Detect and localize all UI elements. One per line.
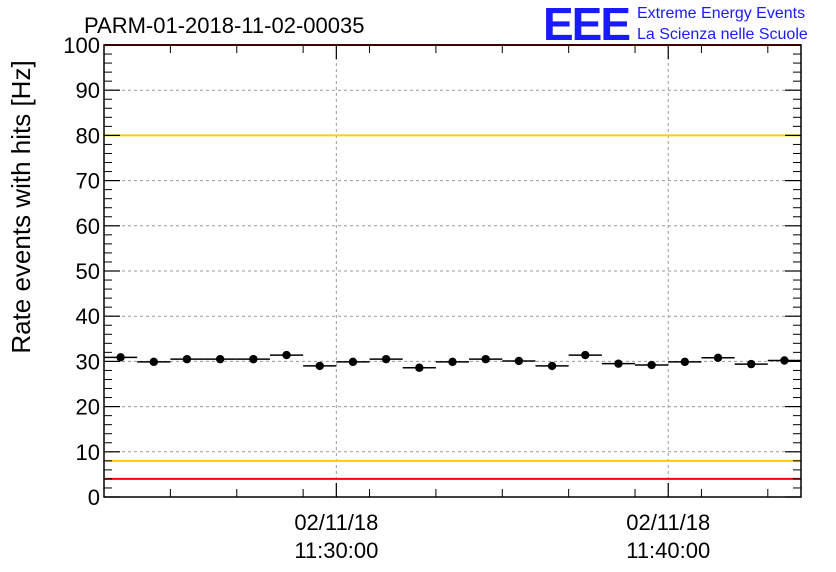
data-point <box>647 360 656 370</box>
data-point <box>149 357 158 367</box>
data-point <box>348 357 358 367</box>
data-point <box>215 354 225 364</box>
y-tick-label: 100 <box>63 33 100 58</box>
y-tick-label: 30 <box>76 349 100 374</box>
x-tick-date-label: 02/11/18 <box>294 510 378 535</box>
y-tick-label: 80 <box>76 123 100 148</box>
x-tick-date-label: 02/11/18 <box>626 510 710 535</box>
data-point <box>713 353 723 362</box>
data-point <box>680 357 690 367</box>
logo-line-2: La Scienza nelle Scuole <box>637 26 808 43</box>
data-point <box>747 359 756 369</box>
y-tick-label: 70 <box>76 169 100 194</box>
data-point <box>415 363 424 372</box>
x-tick-time-label: 11:30:00 <box>294 538 378 563</box>
data-point <box>481 354 490 364</box>
y-tick-label: 50 <box>76 259 100 284</box>
y-tick-label: 20 <box>76 395 100 420</box>
data-point <box>780 356 789 365</box>
data-point <box>614 359 623 368</box>
data-point <box>315 361 324 371</box>
threshold-lines <box>104 44 801 480</box>
grid <box>104 45 801 497</box>
y-tick-label: 90 <box>76 78 100 103</box>
data-point <box>182 354 192 364</box>
data-series <box>104 350 801 372</box>
eee-logo-mark: EEE <box>543 0 629 50</box>
eee-logo: EEE Extreme Energy Events La Scienza nel… <box>543 0 808 50</box>
y-tick-label: 40 <box>76 304 100 329</box>
chart-title: PARM-01-2018-11-02-00035 <box>84 13 364 38</box>
data-point <box>249 354 258 364</box>
axes: 0 10 20 30 40 50 60 70 80 90 100 02/11/18 11:30:00 02… <box>63 33 801 563</box>
y-tick-label: 10 <box>76 440 100 465</box>
data-point <box>514 356 524 366</box>
y-tick-label: 60 <box>76 214 100 239</box>
data-point <box>282 350 291 360</box>
x-tick-time-label: 11:40:00 <box>626 538 710 563</box>
data-point <box>547 361 557 371</box>
logo-line-1: Extreme Energy Events <box>637 5 805 22</box>
data-point <box>448 357 457 367</box>
y-tick-label: 0 <box>88 485 100 510</box>
y-axis-label: Rate events with hits [Hz] <box>6 60 36 353</box>
data-point <box>116 353 125 362</box>
data-point <box>381 354 391 364</box>
data-point <box>581 350 590 360</box>
